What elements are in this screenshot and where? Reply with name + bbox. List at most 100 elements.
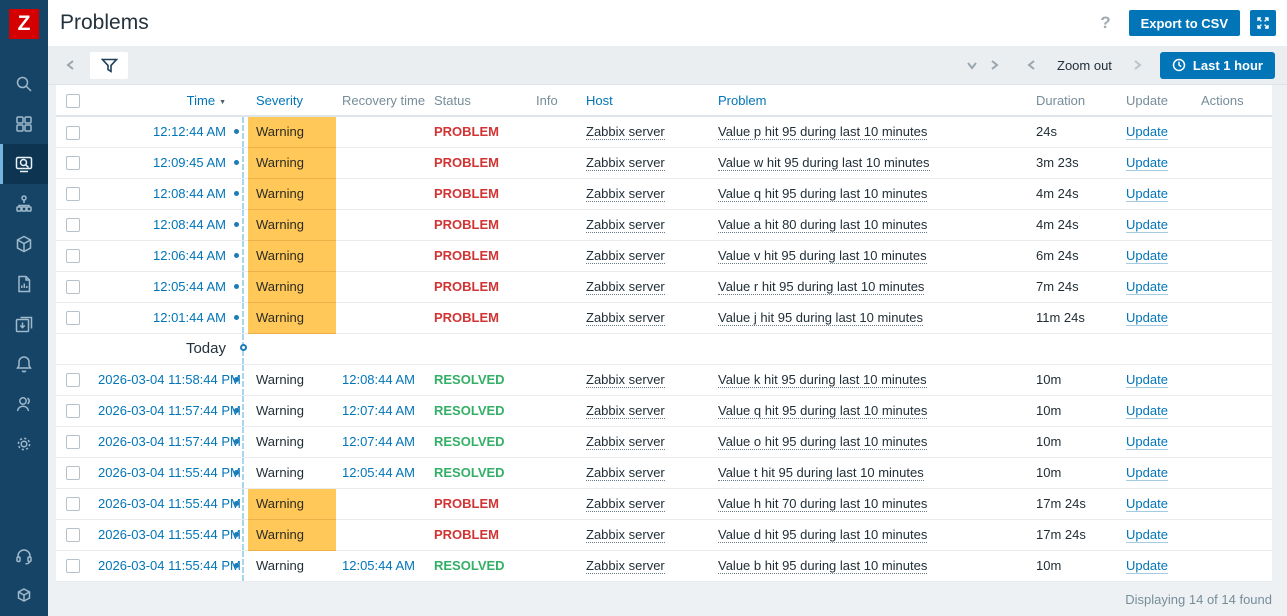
update-link[interactable]: Update	[1126, 558, 1168, 574]
problem-link[interactable]: Value a hit 80 during last 10 minutes	[718, 217, 928, 233]
problem-link[interactable]: Value q hit 95 during last 10 minutes	[718, 186, 928, 202]
row-checkbox[interactable]	[66, 373, 80, 388]
problem-link[interactable]: Value h hit 70 during last 10 minutes	[718, 496, 928, 512]
problem-link[interactable]: Value k hit 95 during last 10 minutes	[718, 372, 927, 388]
row-checkbox[interactable]	[66, 249, 80, 264]
update-link[interactable]: Update	[1126, 465, 1168, 481]
sidebar-item-monitoring[interactable]	[0, 144, 48, 184]
row-checkbox[interactable]	[66, 187, 80, 202]
host-link[interactable]: Zabbix server	[586, 310, 665, 326]
host-link[interactable]: Zabbix server	[586, 403, 665, 419]
column-header-host[interactable]: Host	[580, 85, 712, 117]
time-back-chevron-icon[interactable]	[1021, 54, 1043, 76]
filter-tab[interactable]	[90, 51, 128, 79]
host-link[interactable]: Zabbix server	[586, 124, 665, 141]
row-checkbox[interactable]	[66, 311, 80, 326]
event-time-link[interactable]: 2026-03-04 11:55:44 PM	[98, 558, 241, 573]
row-checkbox[interactable]	[66, 156, 80, 171]
problem-link[interactable]: Value t hit 95 during last 10 minutes	[718, 465, 924, 481]
host-link[interactable]: Zabbix server	[586, 155, 665, 171]
row-checkbox[interactable]	[66, 435, 80, 450]
sidebar-item-support[interactable]	[0, 536, 48, 576]
host-link[interactable]: Zabbix server	[586, 496, 665, 512]
collapse-time-chevron-down-icon[interactable]	[961, 54, 983, 76]
row-checkbox[interactable]	[66, 528, 80, 543]
row-checkbox[interactable]	[66, 404, 80, 419]
row-checkbox[interactable]	[66, 497, 80, 512]
row-checkbox[interactable]	[66, 125, 80, 140]
host-link[interactable]: Zabbix server	[586, 217, 665, 233]
sidebar-item-administration[interactable]	[0, 424, 48, 464]
event-time-link[interactable]: 2026-03-04 11:55:44 PM	[98, 465, 241, 480]
row-checkbox[interactable]	[66, 466, 80, 481]
problem-link[interactable]: Value d hit 95 during last 10 minutes	[718, 527, 928, 543]
row-checkbox[interactable]	[66, 559, 80, 574]
event-time-link[interactable]: 2026-03-04 11:58:44 PM	[98, 372, 241, 387]
host-link[interactable]: Zabbix server	[586, 527, 665, 543]
problem-link[interactable]: Value p hit 95 during last 10 minutes	[718, 124, 928, 141]
sidebar-item-reports[interactable]	[0, 264, 48, 304]
update-link[interactable]: Update	[1126, 527, 1168, 543]
recovery-time-link[interactable]: 12:07:44 AM	[342, 434, 415, 449]
sidebar-item-services[interactable]	[0, 184, 48, 224]
update-link[interactable]: Update	[1126, 217, 1168, 233]
time-forward-chevron-icon[interactable]	[1126, 54, 1148, 76]
time-range-button[interactable]: Last 1 hour	[1159, 51, 1275, 79]
recovery-time-link[interactable]: 12:08:44 AM	[342, 372, 415, 387]
sidebar-item-alerts[interactable]	[0, 344, 48, 384]
update-link[interactable]: Update	[1126, 279, 1168, 295]
problem-link[interactable]: Value w hit 95 during last 10 minutes	[718, 155, 930, 171]
problem-link[interactable]: Value r hit 95 during last 10 minutes	[718, 279, 925, 295]
row-checkbox[interactable]	[66, 280, 80, 295]
event-time-link[interactable]: 2026-03-04 11:57:44 PM	[98, 403, 241, 418]
event-time-link[interactable]: 2026-03-04 11:57:44 PM	[98, 434, 241, 449]
row-checkbox[interactable]	[66, 218, 80, 233]
event-time-link[interactable]: 2026-03-04 11:55:44 PM	[98, 527, 241, 542]
event-time-link[interactable]: 12:01:44 AM	[153, 310, 226, 325]
update-link[interactable]: Update	[1126, 372, 1168, 388]
update-link[interactable]: Update	[1126, 434, 1168, 450]
zoom-out-button[interactable]: Zoom out	[1057, 57, 1112, 73]
sidebar-item-inventory[interactable]	[0, 224, 48, 264]
update-link[interactable]: Update	[1126, 248, 1168, 264]
host-link[interactable]: Zabbix server	[586, 186, 665, 202]
help-icon[interactable]: ?	[1100, 13, 1111, 32]
problem-link[interactable]: Value o hit 95 during last 10 minutes	[718, 434, 928, 450]
time-shift-forward-chevron-icon[interactable]	[983, 54, 1005, 76]
problem-link[interactable]: Value v hit 95 during last 10 minutes	[718, 248, 927, 264]
kiosk-mode-button[interactable]	[1250, 10, 1276, 36]
event-time-link[interactable]: 2026-03-04 11:55:44 PM	[98, 496, 241, 511]
sidebar-item-data-collection[interactable]	[0, 304, 48, 344]
event-time-link[interactable]: 12:09:45 AM	[153, 155, 226, 170]
problem-link[interactable]: Value q hit 95 during last 10 minutes	[718, 403, 928, 419]
collapse-filter-chevron-left-icon[interactable]	[60, 54, 82, 76]
select-all-checkbox[interactable]	[66, 93, 80, 108]
column-header-problem[interactable]: Problem	[712, 85, 1030, 117]
update-link[interactable]: Update	[1126, 496, 1168, 512]
recovery-time-link[interactable]: 12:05:44 AM	[342, 558, 415, 573]
event-time-link[interactable]: 12:06:44 AM	[153, 248, 226, 263]
host-link[interactable]: Zabbix server	[586, 279, 665, 295]
update-link[interactable]: Update	[1126, 124, 1168, 141]
update-link[interactable]: Update	[1126, 186, 1168, 202]
sidebar-item-integrations[interactable]	[0, 576, 48, 616]
recovery-time-link[interactable]: 12:05:44 AM	[342, 465, 415, 480]
recovery-time-link[interactable]: 12:07:44 AM	[342, 403, 415, 418]
event-time-link[interactable]: 12:05:44 AM	[153, 279, 226, 294]
update-link[interactable]: Update	[1126, 155, 1168, 171]
sidebar-item-search[interactable]	[0, 64, 48, 104]
problem-link[interactable]: Value b hit 95 during last 10 minutes	[718, 558, 928, 574]
host-link[interactable]: Zabbix server	[586, 248, 665, 264]
host-link[interactable]: Zabbix server	[586, 434, 665, 450]
event-time-link[interactable]: 12:08:44 AM	[153, 186, 226, 201]
zabbix-logo[interactable]: Z	[0, 0, 48, 48]
update-link[interactable]: Update	[1126, 403, 1168, 419]
sidebar-item-users[interactable]	[0, 384, 48, 424]
problem-link[interactable]: Value j hit 95 during last 10 minutes	[718, 310, 923, 326]
update-link[interactable]: Update	[1126, 310, 1168, 326]
sidebar-item-dashboards[interactable]	[0, 104, 48, 144]
host-link[interactable]: Zabbix server	[586, 558, 665, 574]
event-time-link[interactable]: 12:08:44 AM	[153, 217, 226, 232]
column-header-time[interactable]: Time ▼	[92, 85, 248, 117]
host-link[interactable]: Zabbix server	[586, 372, 665, 388]
